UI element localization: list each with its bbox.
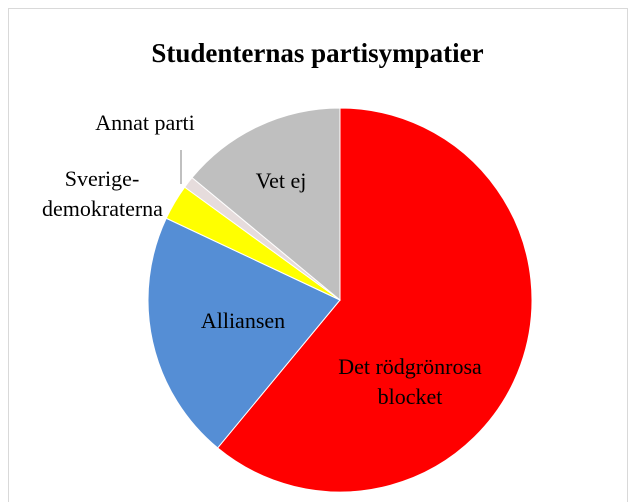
- slice-label: Vet ej: [255, 168, 307, 193]
- chart-title: Studenternas partisympatier: [151, 38, 484, 68]
- pie-slice: [147, 217, 341, 449]
- slice-label: Alliansen: [200, 308, 286, 333]
- pie-slice: [191, 107, 341, 302]
- slice-label: Annat parti: [95, 110, 195, 135]
- pie-slice: [216, 107, 533, 493]
- slice-label: Det rödgrönrosa blocket: [338, 354, 482, 409]
- slice-label: Sverige-demokraterna: [42, 166, 163, 221]
